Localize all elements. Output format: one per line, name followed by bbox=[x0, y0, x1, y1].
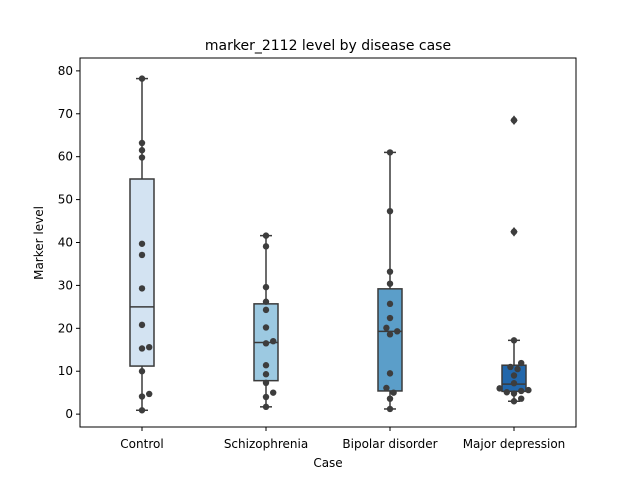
data-point bbox=[510, 117, 518, 124]
y-tick-label: 80 bbox=[58, 64, 73, 78]
data-point bbox=[386, 331, 394, 338]
data-point bbox=[510, 228, 518, 235]
data-point bbox=[146, 343, 153, 351]
data-point bbox=[262, 393, 270, 401]
y-tick-label: 60 bbox=[58, 150, 73, 164]
data-point bbox=[386, 280, 394, 287]
data-point bbox=[386, 405, 394, 413]
data-point bbox=[514, 365, 521, 373]
data-point bbox=[510, 372, 518, 379]
data-point bbox=[386, 268, 394, 275]
data-point bbox=[138, 240, 146, 247]
data-point bbox=[138, 251, 146, 259]
data-point bbox=[262, 340, 270, 347]
data-point bbox=[138, 368, 146, 375]
y-tick-label: 30 bbox=[58, 278, 73, 292]
y-tick-label: 20 bbox=[58, 321, 73, 335]
x-tick-label: Control bbox=[120, 437, 163, 451]
data-point bbox=[138, 393, 146, 400]
data-point bbox=[138, 147, 146, 154]
data-point bbox=[138, 75, 146, 82]
y-tick-label: 0 bbox=[65, 407, 73, 421]
y-axis-label: Marker level bbox=[32, 206, 46, 280]
data-point bbox=[262, 306, 270, 314]
data-point bbox=[496, 385, 503, 392]
data-point bbox=[262, 324, 270, 331]
data-point bbox=[138, 139, 146, 147]
data-point bbox=[386, 370, 394, 377]
data-point bbox=[262, 243, 270, 250]
x-axis-label: Case bbox=[313, 456, 342, 470]
data-point bbox=[518, 359, 525, 367]
data-point bbox=[390, 389, 397, 396]
data-point bbox=[510, 398, 518, 405]
data-point bbox=[507, 363, 514, 371]
data-point bbox=[270, 389, 277, 396]
y-tick-label: 70 bbox=[58, 107, 73, 121]
data-point bbox=[510, 390, 518, 397]
data-point bbox=[386, 207, 394, 215]
data-point bbox=[138, 321, 146, 329]
data-point bbox=[525, 386, 532, 394]
data-point bbox=[262, 379, 270, 387]
y-tick-label: 40 bbox=[58, 236, 73, 250]
data-point bbox=[386, 395, 394, 402]
data-point bbox=[262, 298, 270, 305]
y-tick-label: 10 bbox=[58, 364, 73, 378]
data-point bbox=[138, 345, 146, 352]
x-tick-label: Bipolar disorder bbox=[342, 437, 437, 451]
x-tick-label: Schizophrenia bbox=[224, 437, 308, 451]
data-point bbox=[386, 300, 394, 308]
y-tick-label: 50 bbox=[58, 193, 73, 207]
data-point bbox=[518, 395, 525, 402]
box-0 bbox=[129, 178, 155, 367]
data-point bbox=[146, 390, 153, 398]
data-point bbox=[510, 337, 518, 344]
data-point bbox=[138, 285, 146, 292]
data-point bbox=[262, 232, 270, 239]
data-point bbox=[138, 154, 146, 161]
data-point bbox=[394, 328, 401, 335]
data-point bbox=[270, 337, 277, 345]
data-point bbox=[138, 407, 146, 414]
plot-area bbox=[129, 75, 532, 414]
data-point bbox=[386, 149, 394, 156]
data-point bbox=[503, 389, 510, 396]
data-point bbox=[383, 324, 390, 332]
data-point bbox=[383, 384, 390, 392]
data-point bbox=[262, 362, 270, 369]
data-point bbox=[518, 387, 525, 395]
data-point bbox=[262, 371, 270, 378]
data-point bbox=[262, 283, 270, 291]
data-point bbox=[262, 403, 270, 411]
x-tick-label: Major depression bbox=[463, 437, 566, 451]
chart-title: marker_2112 level by disease case bbox=[205, 38, 451, 54]
data-point bbox=[510, 380, 518, 387]
data-point bbox=[386, 314, 394, 322]
